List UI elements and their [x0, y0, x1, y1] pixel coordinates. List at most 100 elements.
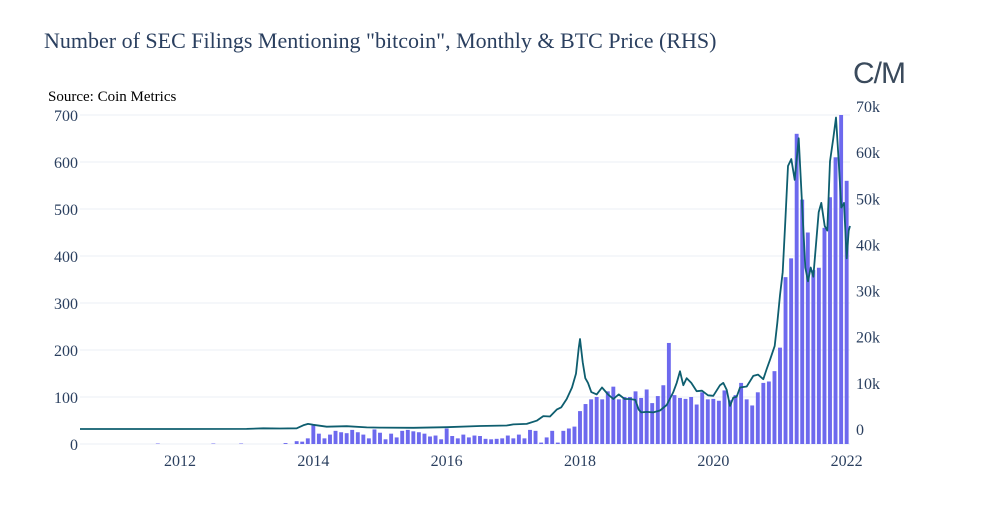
- filings-bar: [494, 438, 499, 444]
- filings-bar: [466, 437, 471, 444]
- filings-bar: [322, 438, 327, 444]
- filings-bar: [405, 429, 410, 444]
- filings-bar: [772, 371, 777, 444]
- right-tick-label: 30k: [856, 284, 880, 301]
- filings-bar: [611, 386, 616, 444]
- filings-bar: [800, 199, 805, 444]
- filings-bar: [300, 441, 305, 444]
- right-tick-label: 60k: [856, 145, 880, 162]
- filings-bar: [661, 385, 666, 444]
- filings-bar: [450, 436, 455, 444]
- filings-bar: [789, 258, 794, 444]
- filings-bar: [616, 399, 621, 444]
- filings-bar: [378, 432, 382, 444]
- x-tick-label: 2014: [297, 453, 329, 470]
- filings-bar: [844, 180, 849, 445]
- filings-bar: [394, 437, 399, 444]
- filings-bar: [589, 399, 594, 444]
- filings-bar: [528, 429, 532, 444]
- right-tick-label: 40k: [856, 237, 880, 254]
- filings-bar: [305, 438, 310, 444]
- right-tick-label: 10k: [856, 376, 880, 393]
- filings-bar: [750, 405, 755, 444]
- filings-bar: [311, 425, 316, 444]
- gridlines: [80, 114, 850, 445]
- filings-bar: [383, 439, 388, 444]
- filings-bar: [644, 389, 649, 444]
- filings-bar: [416, 432, 421, 444]
- filings-bar: [428, 436, 432, 444]
- filings-bar: [728, 400, 732, 444]
- filings-bar: [828, 197, 832, 444]
- filings-bar: [628, 397, 632, 444]
- filings-bar: [622, 397, 627, 444]
- filings-bar: [739, 382, 744, 444]
- left-tick-label: 500: [54, 202, 78, 219]
- filings-bar: [655, 396, 660, 444]
- filings-bar: [778, 347, 782, 444]
- filings-bar: [633, 391, 638, 444]
- filings-bar: [811, 270, 816, 444]
- filings-bar: [672, 395, 677, 444]
- filings-bar: [572, 426, 577, 444]
- btc-price-line: [80, 116, 851, 430]
- filings-bar: [422, 433, 427, 444]
- filings-bar: [283, 443, 288, 444]
- source-note: Source: Coin Metrics: [48, 89, 177, 105]
- filings-bar: [766, 381, 771, 444]
- filings-bar: [583, 404, 588, 444]
- filings-bar: [550, 430, 555, 444]
- filings-bar: [539, 442, 544, 444]
- filings-bar: [294, 441, 299, 444]
- filings-bar: [316, 433, 321, 444]
- filings-bar: [716, 400, 721, 444]
- filings-bar: [822, 227, 827, 444]
- filings-bar: [744, 399, 749, 444]
- filings-bar: [522, 438, 527, 444]
- filings-bar: [650, 403, 655, 444]
- filings-bar: [689, 397, 694, 444]
- right-tick-label: 20k: [856, 330, 880, 347]
- left-tick-label: 0: [70, 437, 78, 454]
- filings-bar: [389, 433, 394, 444]
- filings-bar: [500, 438, 505, 444]
- filings-bar: [683, 398, 688, 444]
- filings-bar: [839, 115, 844, 444]
- filings-bar: [578, 411, 582, 444]
- right-tick-label: 50k: [856, 191, 880, 208]
- filings-bar: [511, 438, 516, 444]
- x-tick-label: 2018: [564, 453, 596, 470]
- left-tick-label: 300: [54, 296, 78, 313]
- filings-bar: [366, 438, 371, 444]
- right-tick-label: 0: [856, 422, 864, 439]
- filings-bar: [694, 404, 699, 444]
- filings-bar: [605, 391, 610, 444]
- right-axis-tick-labels: 0 10k 20k 30k 40k 50k 60k 70k: [856, 99, 880, 439]
- filings-bar: [544, 437, 549, 444]
- coin-metrics-logo: C/M: [853, 57, 906, 90]
- filings-bar: [344, 433, 349, 444]
- filings-bar: [755, 392, 760, 444]
- filings-bar: [472, 435, 477, 444]
- filings-bar: [794, 133, 799, 445]
- filings-bar: [783, 277, 788, 444]
- filings-bar: [505, 435, 510, 444]
- left-axis-tick-labels: 0 100 200 300 400 500 600 700: [54, 108, 78, 454]
- filings-bar: [678, 397, 682, 444]
- filings-bars: [155, 115, 849, 445]
- filings-bar: [594, 397, 599, 444]
- filings-bar: [566, 428, 571, 444]
- filings-bar: [483, 438, 488, 444]
- filings-bar: [833, 157, 838, 445]
- filings-bar: [372, 429, 377, 444]
- filings-bar: [722, 390, 727, 444]
- filings-bar: [339, 432, 344, 444]
- filings-bar: [433, 435, 438, 444]
- filings-bar: [561, 430, 566, 444]
- filings-bar: [355, 432, 360, 444]
- filings-bar: [533, 430, 538, 444]
- left-tick-label: 400: [54, 249, 78, 266]
- left-tick-label: 700: [54, 108, 78, 125]
- filings-bar: [411, 431, 416, 444]
